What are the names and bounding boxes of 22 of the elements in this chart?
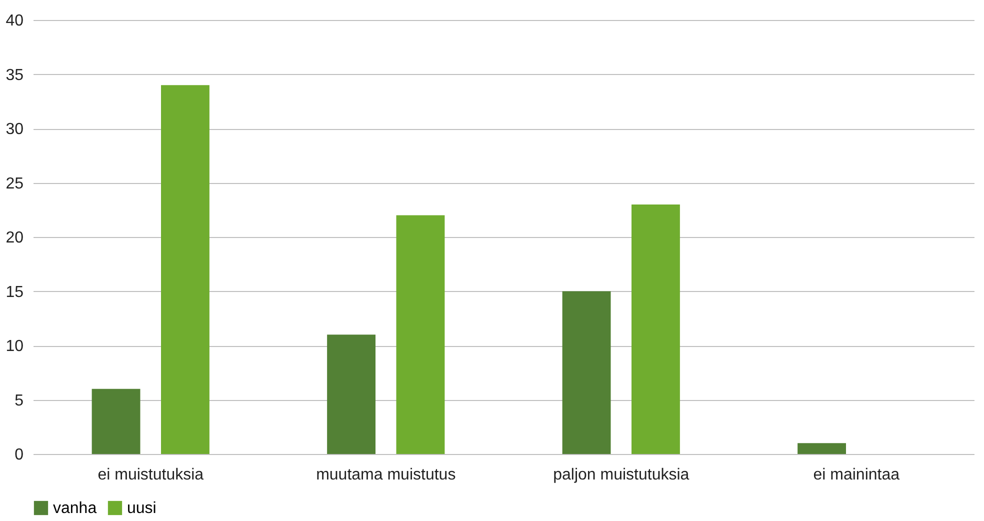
legend-label: vanha [53, 500, 97, 517]
bar [562, 291, 611, 454]
bar [92, 388, 140, 454]
bar [327, 334, 376, 454]
y-tick-label: 35 [6, 66, 24, 84]
y-tick-label: 25 [6, 175, 24, 192]
x-tick-label: ei muistutuksia [98, 466, 204, 484]
x-tick-label: muutama muistutus [316, 466, 456, 484]
y-tick-label: 20 [6, 230, 24, 246]
x-tick-label: ei mainintaa [813, 466, 900, 484]
y-tick-label: 40 [6, 12, 24, 30]
bar [632, 204, 680, 454]
legend-label: uusi [127, 500, 156, 517]
y-tick-label: 5 [14, 392, 24, 410]
bar [161, 85, 210, 454]
y-tick-label: 0 [14, 446, 24, 464]
x-tick-label: paljon muistutuksia [553, 466, 690, 484]
bar [396, 215, 445, 454]
y-tick-label: 15 [6, 284, 24, 301]
bar [798, 443, 846, 454]
y-tick-label: 10 [6, 338, 24, 355]
y-tick-label: 30 [6, 121, 24, 138]
